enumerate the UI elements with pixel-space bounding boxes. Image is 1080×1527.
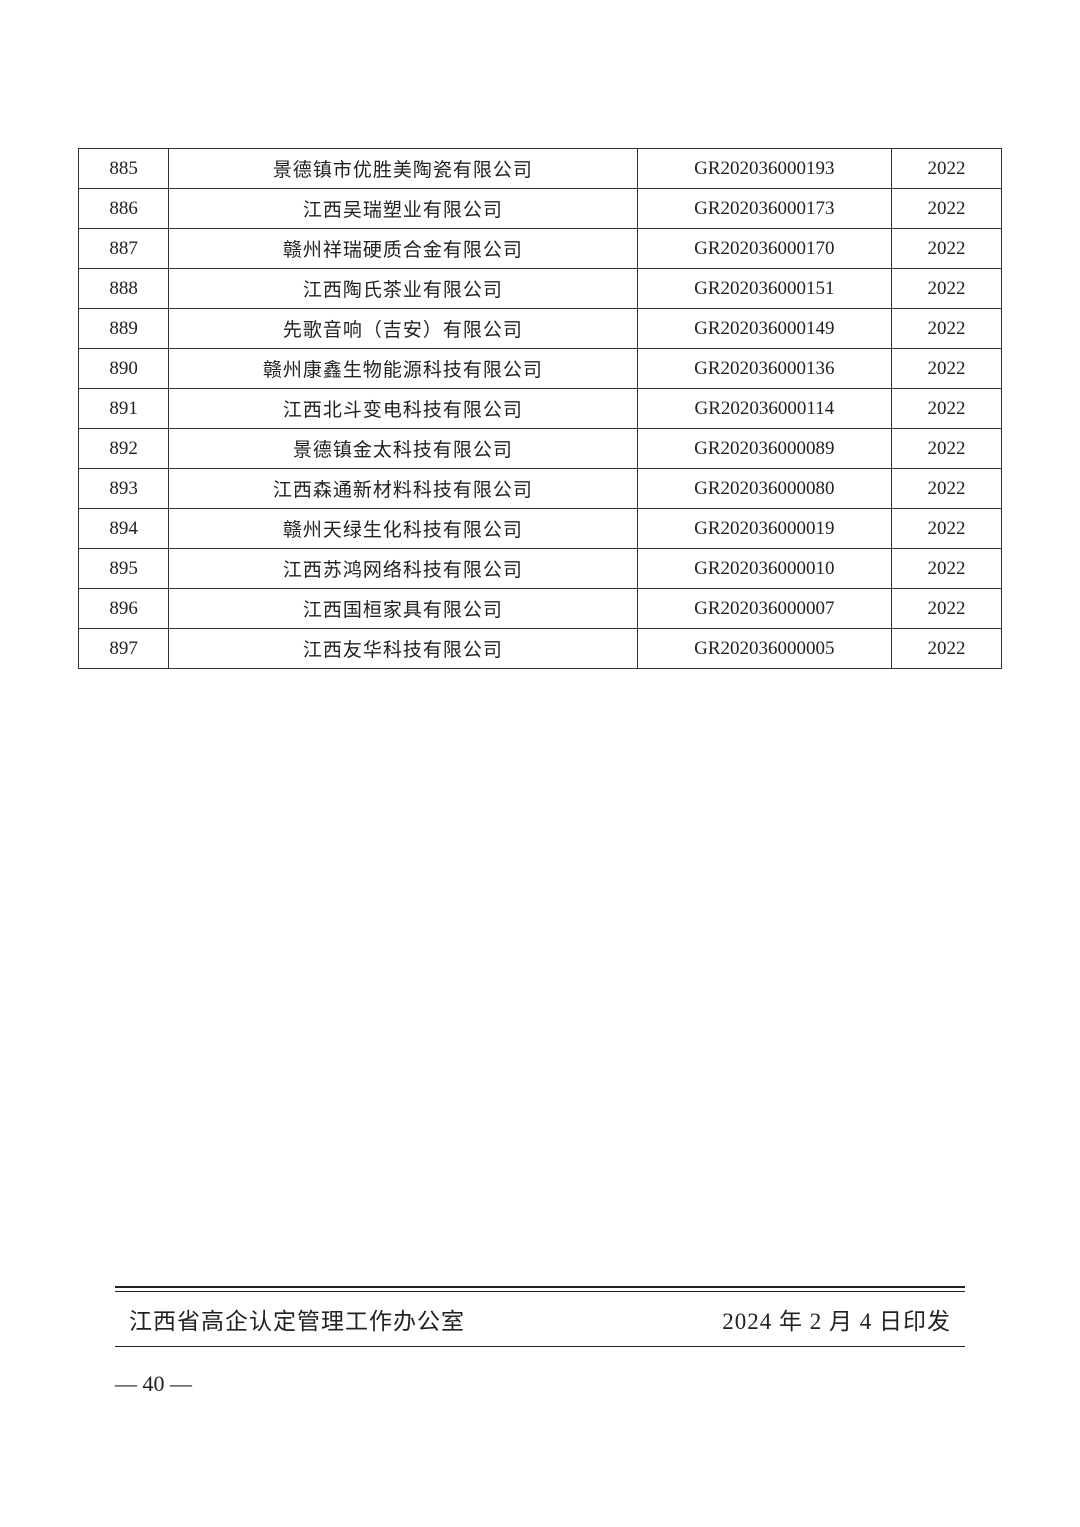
table-row: 896江西国桓家具有限公司GR2020360000072022 [79, 589, 1002, 629]
cell-name: 先歌音响（吉安）有限公司 [169, 309, 637, 349]
cell-code: GR202036000007 [637, 589, 891, 629]
cell-code: GR202036000151 [637, 269, 891, 309]
cell-idx: 888 [79, 269, 169, 309]
cell-year: 2022 [892, 149, 1002, 189]
cell-idx: 886 [79, 189, 169, 229]
cell-year: 2022 [892, 549, 1002, 589]
cell-year: 2022 [892, 349, 1002, 389]
cell-name: 赣州康鑫生物能源科技有限公司 [169, 349, 637, 389]
cell-code: GR202036000005 [637, 629, 891, 669]
cell-year: 2022 [892, 469, 1002, 509]
cell-idx: 893 [79, 469, 169, 509]
page-number: — 40 — [115, 1371, 192, 1397]
table-row: 895江西苏鸿网络科技有限公司GR2020360000102022 [79, 549, 1002, 589]
cell-name: 江西国桓家具有限公司 [169, 589, 637, 629]
table-row: 890赣州康鑫生物能源科技有限公司GR2020360001362022 [79, 349, 1002, 389]
company-table: 885景德镇市优胜美陶瓷有限公司GR2020360001932022886江西吴… [78, 148, 1002, 669]
cell-year: 2022 [892, 269, 1002, 309]
cell-year: 2022 [892, 629, 1002, 669]
cell-name: 江西北斗变电科技有限公司 [169, 389, 637, 429]
table-row: 891江西北斗变电科技有限公司GR2020360001142022 [79, 389, 1002, 429]
cell-year: 2022 [892, 589, 1002, 629]
cell-idx: 896 [79, 589, 169, 629]
cell-year: 2022 [892, 309, 1002, 349]
cell-idx: 887 [79, 229, 169, 269]
cell-year: 2022 [892, 429, 1002, 469]
cell-idx: 890 [79, 349, 169, 389]
table-row: 885景德镇市优胜美陶瓷有限公司GR2020360001932022 [79, 149, 1002, 189]
cell-name: 赣州祥瑞硬质合金有限公司 [169, 229, 637, 269]
cell-code: GR202036000019 [637, 509, 891, 549]
footer-row: 江西省高企认定管理工作办公室 2024 年 2 月 4 日印发 [115, 1292, 965, 1346]
cell-year: 2022 [892, 229, 1002, 269]
footer-rule-thin2 [115, 1346, 965, 1347]
table-row: 888江西陶氏茶业有限公司GR2020360001512022 [79, 269, 1002, 309]
footer: 江西省高企认定管理工作办公室 2024 年 2 月 4 日印发 [115, 1286, 965, 1347]
footer-rule-top [115, 1286, 965, 1288]
cell-code: GR202036000010 [637, 549, 891, 589]
cell-idx: 885 [79, 149, 169, 189]
table-row: 889先歌音响（吉安）有限公司GR2020360001492022 [79, 309, 1002, 349]
cell-name: 景德镇市优胜美陶瓷有限公司 [169, 149, 637, 189]
footer-date: 2024 年 2 月 4 日印发 [722, 1302, 951, 1336]
cell-code: GR202036000089 [637, 429, 891, 469]
cell-idx: 891 [79, 389, 169, 429]
table-row: 892景德镇金太科技有限公司GR2020360000892022 [79, 429, 1002, 469]
cell-name: 江西吴瑞塑业有限公司 [169, 189, 637, 229]
table-row: 887赣州祥瑞硬质合金有限公司GR2020360001702022 [79, 229, 1002, 269]
cell-idx: 889 [79, 309, 169, 349]
cell-year: 2022 [892, 189, 1002, 229]
cell-code: GR202036000080 [637, 469, 891, 509]
cell-code: GR202036000149 [637, 309, 891, 349]
cell-code: GR202036000173 [637, 189, 891, 229]
table-body: 885景德镇市优胜美陶瓷有限公司GR2020360001932022886江西吴… [79, 149, 1002, 669]
cell-year: 2022 [892, 389, 1002, 429]
table-row: 897江西友华科技有限公司GR2020360000052022 [79, 629, 1002, 669]
cell-name: 江西友华科技有限公司 [169, 629, 637, 669]
cell-year: 2022 [892, 509, 1002, 549]
footer-issuer: 江西省高企认定管理工作办公室 [129, 1302, 465, 1336]
cell-code: GR202036000114 [637, 389, 891, 429]
cell-name: 江西森通新材料科技有限公司 [169, 469, 637, 509]
cell-code: GR202036000170 [637, 229, 891, 269]
cell-name: 景德镇金太科技有限公司 [169, 429, 637, 469]
cell-name: 赣州天绿生化科技有限公司 [169, 509, 637, 549]
cell-idx: 897 [79, 629, 169, 669]
cell-code: GR202036000136 [637, 349, 891, 389]
table-row: 886江西吴瑞塑业有限公司GR2020360001732022 [79, 189, 1002, 229]
cell-name: 江西陶氏茶业有限公司 [169, 269, 637, 309]
table-row: 894赣州天绿生化科技有限公司GR2020360000192022 [79, 509, 1002, 549]
cell-code: GR202036000193 [637, 149, 891, 189]
cell-idx: 892 [79, 429, 169, 469]
cell-name: 江西苏鸿网络科技有限公司 [169, 549, 637, 589]
cell-idx: 895 [79, 549, 169, 589]
cell-idx: 894 [79, 509, 169, 549]
table-row: 893江西森通新材料科技有限公司GR2020360000802022 [79, 469, 1002, 509]
